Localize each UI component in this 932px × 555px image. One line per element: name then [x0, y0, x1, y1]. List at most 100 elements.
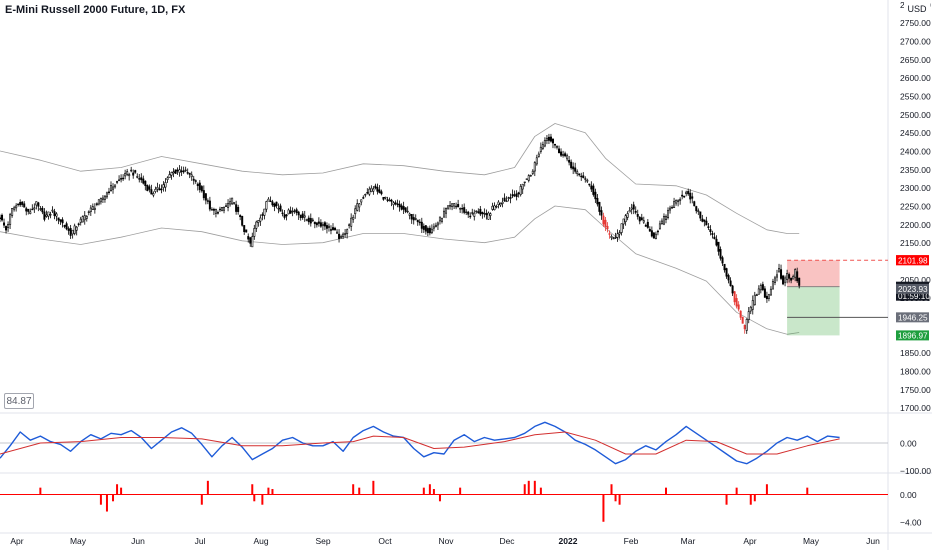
- candle[interactable]: [342, 233, 345, 238]
- candle[interactable]: [408, 213, 411, 216]
- candle[interactable]: [743, 324, 746, 330]
- candle[interactable]: [780, 269, 783, 279]
- candle[interactable]: [325, 225, 328, 229]
- candle[interactable]: [334, 227, 337, 231]
- candle[interactable]: [136, 176, 139, 178]
- candle[interactable]: [148, 186, 151, 190]
- candle[interactable]: [376, 187, 379, 192]
- candle[interactable]: [67, 228, 70, 231]
- candle[interactable]: [289, 210, 292, 214]
- candle[interactable]: [721, 257, 724, 264]
- candle[interactable]: [626, 213, 629, 218]
- candle[interactable]: [630, 207, 633, 210]
- candle[interactable]: [267, 198, 270, 202]
- candle[interactable]: [277, 207, 280, 210]
- candle[interactable]: [295, 209, 298, 213]
- candle[interactable]: [223, 207, 226, 211]
- candle[interactable]: [503, 197, 506, 202]
- candle[interactable]: [604, 219, 607, 227]
- candle[interactable]: [253, 228, 256, 237]
- candle[interactable]: [303, 215, 306, 218]
- candle[interactable]: [735, 298, 738, 307]
- candle[interactable]: [352, 216, 355, 220]
- candle[interactable]: [257, 220, 260, 223]
- candle[interactable]: [13, 207, 16, 210]
- candle[interactable]: [134, 170, 137, 173]
- candle[interactable]: [340, 236, 343, 238]
- candle[interactable]: [469, 215, 472, 218]
- candle[interactable]: [251, 236, 254, 248]
- candle[interactable]: [39, 208, 42, 210]
- candle[interactable]: [75, 226, 78, 231]
- candle[interactable]: [590, 185, 593, 190]
- candle[interactable]: [87, 211, 90, 213]
- candle[interactable]: [455, 205, 458, 208]
- candle[interactable]: [17, 203, 20, 206]
- candle[interactable]: [798, 277, 801, 286]
- candle[interactable]: [29, 211, 32, 214]
- candle[interactable]: [216, 212, 219, 214]
- candle[interactable]: [43, 211, 46, 220]
- candle[interactable]: [531, 170, 534, 174]
- candle[interactable]: [675, 199, 678, 204]
- candle[interactable]: [646, 221, 649, 228]
- candle[interactable]: [180, 170, 183, 172]
- candle[interactable]: [576, 171, 579, 175]
- candle[interactable]: [301, 213, 304, 218]
- candle[interactable]: [727, 275, 730, 281]
- candle[interactable]: [380, 191, 383, 195]
- candle[interactable]: [685, 191, 688, 195]
- candle[interactable]: [616, 233, 619, 238]
- candle[interactable]: [279, 205, 282, 212]
- candle[interactable]: [440, 217, 443, 222]
- candle[interactable]: [422, 226, 425, 230]
- candle[interactable]: [172, 171, 175, 174]
- candle[interactable]: [299, 214, 302, 218]
- candle[interactable]: [297, 211, 300, 216]
- candle[interactable]: [225, 205, 228, 207]
- candle[interactable]: [109, 185, 113, 191]
- candle[interactable]: [188, 172, 191, 175]
- candle[interactable]: [761, 284, 764, 290]
- candle[interactable]: [83, 215, 86, 221]
- candle[interactable]: [210, 209, 213, 211]
- candle[interactable]: [386, 199, 389, 201]
- candle[interactable]: [775, 274, 779, 278]
- candle[interactable]: [687, 191, 690, 195]
- candle[interactable]: [206, 200, 209, 202]
- candle[interactable]: [519, 186, 522, 195]
- candle[interactable]: [566, 155, 569, 160]
- candle[interactable]: [11, 208, 14, 216]
- candle[interactable]: [19, 202, 22, 206]
- candle[interactable]: [580, 175, 583, 178]
- candle[interactable]: [582, 175, 585, 178]
- candle[interactable]: [640, 217, 643, 221]
- candle[interactable]: [202, 190, 205, 199]
- candle[interactable]: [570, 161, 573, 169]
- candle[interactable]: [556, 146, 559, 148]
- candle[interactable]: [140, 177, 143, 181]
- candle[interactable]: [194, 180, 197, 182]
- candle[interactable]: [51, 209, 54, 212]
- candle[interactable]: [654, 233, 657, 240]
- candle[interactable]: [667, 210, 670, 218]
- candle[interactable]: [767, 294, 770, 299]
- candle[interactable]: [156, 187, 159, 190]
- candle[interactable]: [95, 203, 98, 205]
- candle[interactable]: [473, 212, 476, 217]
- candle[interactable]: [418, 221, 421, 224]
- candle[interactable]: [671, 206, 674, 209]
- candle[interactable]: [624, 215, 627, 223]
- candle[interactable]: [150, 189, 153, 195]
- candle[interactable]: [691, 196, 694, 199]
- candle[interactable]: [759, 285, 762, 291]
- candle[interactable]: [527, 175, 530, 181]
- candle[interactable]: [231, 197, 234, 205]
- candle[interactable]: [218, 208, 221, 211]
- candle[interactable]: [747, 311, 750, 320]
- candle[interactable]: [757, 288, 760, 295]
- candle[interactable]: [3, 222, 6, 226]
- candle[interactable]: [273, 203, 276, 208]
- candle[interactable]: [186, 172, 189, 174]
- candle[interactable]: [794, 269, 797, 278]
